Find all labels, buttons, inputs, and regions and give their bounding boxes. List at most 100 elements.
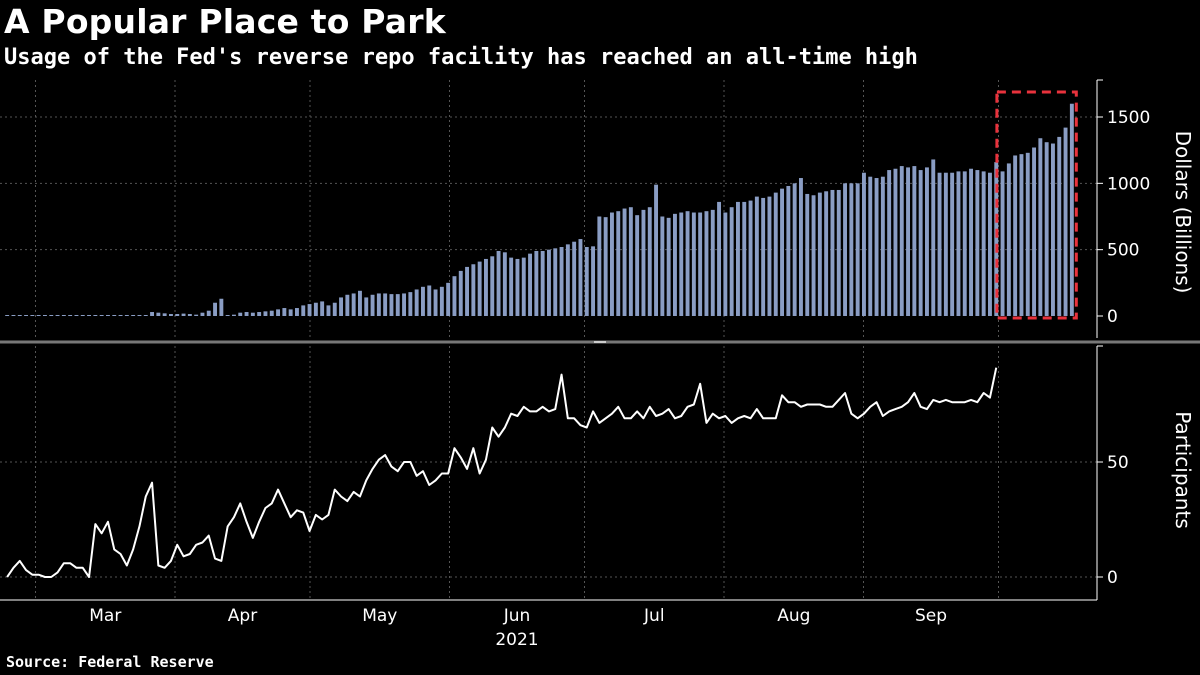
bar [11, 315, 16, 316]
y-tick-label-bottom: 0 [1107, 568, 1118, 588]
bar [704, 211, 709, 316]
bar [383, 293, 388, 316]
bar [421, 286, 425, 316]
y-tick-label-top: 0 [1107, 307, 1118, 327]
bar [925, 167, 929, 316]
bar [817, 192, 822, 316]
bar [584, 247, 589, 316]
bar [742, 201, 747, 316]
bar [213, 302, 218, 316]
bar [673, 213, 677, 316]
bar [389, 294, 394, 316]
bar [836, 189, 841, 316]
bar [654, 184, 659, 316]
bar [5, 315, 10, 316]
bar [534, 250, 539, 316]
y-tick-label-bottom: 50 [1107, 453, 1129, 473]
bars-layer [5, 103, 1074, 316]
bar [30, 315, 35, 316]
bar [521, 257, 526, 316]
bar [811, 195, 816, 316]
bar [276, 309, 281, 316]
bar [225, 315, 230, 316]
bar [698, 212, 703, 316]
bar [376, 293, 381, 316]
bar [106, 315, 110, 316]
bar [490, 256, 495, 316]
bar [1044, 142, 1049, 316]
bar [156, 312, 161, 316]
bar [559, 247, 564, 316]
bar [1063, 127, 1068, 316]
bar [250, 312, 255, 316]
bar [36, 315, 41, 316]
bar [843, 183, 848, 316]
bar [187, 314, 192, 316]
bar [219, 298, 224, 316]
bar [364, 297, 369, 316]
bar [943, 172, 948, 316]
bar [326, 305, 331, 316]
bar [710, 209, 715, 316]
x-tick-label-month: Jun [503, 606, 531, 626]
bar [880, 176, 885, 316]
bar [641, 209, 646, 316]
bar [295, 308, 299, 316]
bar [937, 172, 942, 316]
bar [68, 315, 73, 316]
bar [395, 294, 400, 316]
bar [282, 308, 287, 316]
bar [465, 266, 470, 316]
bar [169, 314, 173, 316]
y-tick-label-top: 500 [1107, 241, 1139, 261]
bar [1069, 103, 1074, 316]
bar [433, 289, 438, 316]
bar [175, 314, 180, 316]
bar [351, 293, 356, 316]
bar [761, 197, 766, 316]
y-tick-label-top: 1500 [1107, 108, 1150, 128]
highlight-box [995, 90, 1078, 320]
bar [1019, 154, 1024, 316]
bar [931, 159, 936, 316]
bar [647, 207, 652, 316]
bar [17, 315, 22, 316]
bar [43, 315, 47, 316]
bar [112, 315, 117, 316]
bar [200, 312, 205, 316]
bar [899, 166, 904, 316]
x-tick-label-year: 2021 [495, 630, 538, 650]
bar [427, 285, 432, 316]
x-tick-label-month: May [362, 606, 397, 626]
bar [1006, 163, 1011, 316]
bar [446, 282, 451, 316]
bar [332, 302, 337, 316]
bar [238, 312, 243, 316]
x-tick-label-month: Aug [777, 606, 810, 626]
bar [830, 189, 835, 316]
bar [301, 305, 306, 316]
bar [339, 297, 344, 316]
bar [477, 261, 482, 316]
bar [131, 315, 136, 316]
bar [1051, 143, 1055, 316]
bar [61, 315, 66, 316]
bar [1038, 138, 1043, 316]
bar [691, 212, 696, 316]
bar [754, 196, 759, 316]
bar [780, 188, 785, 316]
bar [502, 252, 507, 316]
x-tick-label-month: Mar [89, 606, 121, 626]
bar [1025, 152, 1030, 316]
bar [24, 315, 29, 316]
annotation-layer [995, 90, 1078, 320]
bar [622, 208, 627, 316]
bar [956, 171, 961, 316]
axes-layer: 0 500 1000 1500 0 50 Mar Apr May Jun Jul Aug Sep 2021 [0, 79, 1200, 650]
bar [824, 191, 829, 316]
bar [628, 207, 633, 316]
bar [263, 311, 268, 316]
bar [206, 310, 211, 316]
bar [786, 185, 791, 316]
